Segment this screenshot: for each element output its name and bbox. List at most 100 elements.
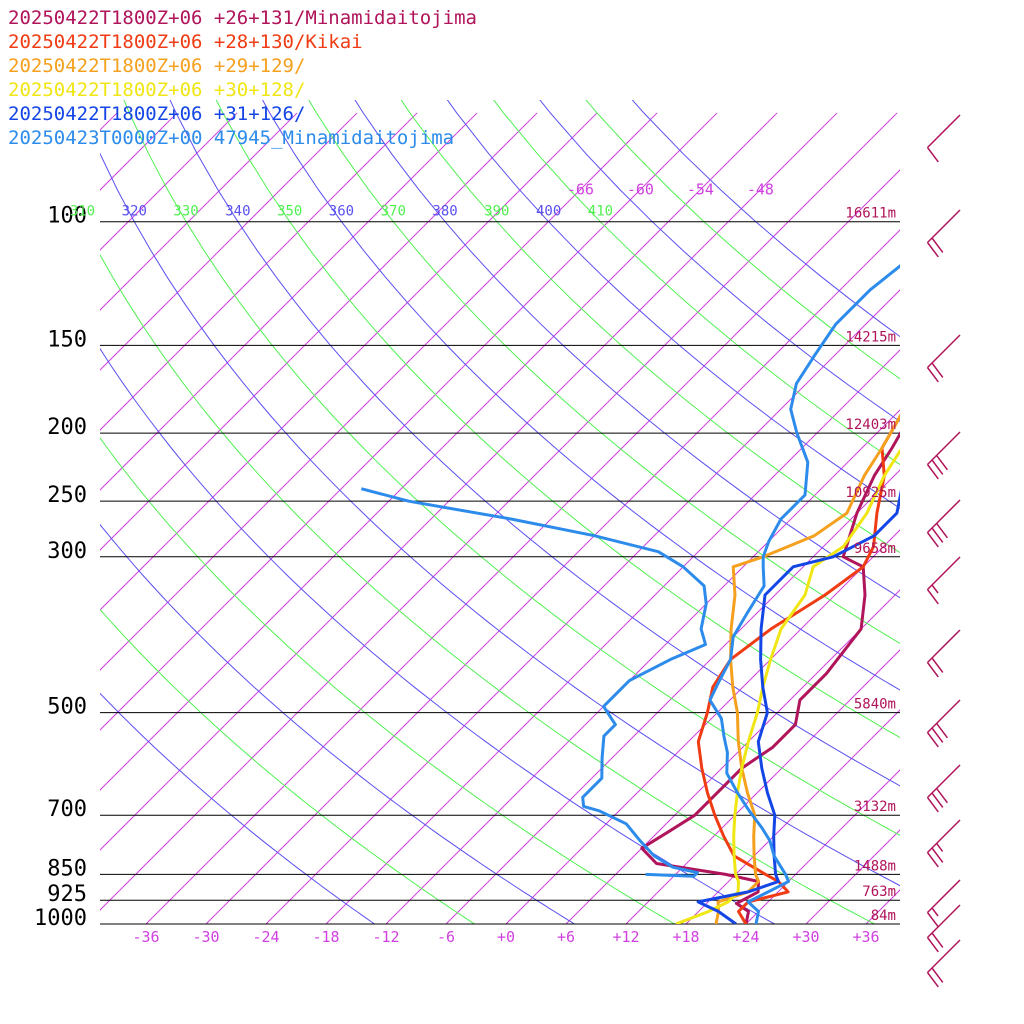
theta-label: 320 xyxy=(122,204,147,220)
isotherm-line xyxy=(100,112,778,791)
wind-barb-feather xyxy=(926,852,939,868)
temperature-tick-label: -18 xyxy=(312,928,339,946)
isotherm-line xyxy=(100,112,898,911)
temperature-tick-label: +18 xyxy=(672,928,699,946)
isotherm-line xyxy=(445,469,900,924)
isotherm-line xyxy=(625,649,900,924)
temperature-tick-label: -12 xyxy=(372,928,399,946)
temperature-tick-label: -36 xyxy=(132,928,159,946)
temperature-tick-label: +6 xyxy=(557,928,575,946)
dry-adiabat-line xyxy=(262,100,900,691)
wind-barb xyxy=(926,699,961,734)
pressure-label: 925 xyxy=(47,882,87,907)
dry-adiabat-line xyxy=(100,152,900,887)
isotherm-line xyxy=(325,349,900,924)
height-label: 5840m xyxy=(854,697,896,713)
isotherm-line xyxy=(265,289,900,924)
wind-barb-feather xyxy=(931,932,944,948)
dry-adiabat-line xyxy=(100,437,676,924)
pressure-label: 250 xyxy=(47,483,87,508)
theta-label: 400 xyxy=(536,204,561,220)
wind-barb-feather xyxy=(931,362,944,378)
wind-barb-feather xyxy=(931,657,944,673)
isotherm-lines xyxy=(100,112,900,924)
isotherm-line xyxy=(100,112,838,851)
temperature-tick-label: -30 xyxy=(192,928,219,946)
sounding-line xyxy=(696,489,900,924)
isotherm-line xyxy=(100,112,478,491)
height-label: 84m xyxy=(871,908,896,924)
wind-barb-feather xyxy=(931,584,939,594)
wind-barb-feather xyxy=(935,454,949,471)
height-label: 9658m xyxy=(854,541,896,557)
wind-barb-feather xyxy=(926,147,939,163)
sounding-line xyxy=(640,431,900,924)
wind-barb-feather xyxy=(935,522,949,539)
wind-barb-feather xyxy=(935,787,949,804)
pressure-label: 150 xyxy=(47,327,87,352)
legend-entry: 20250422T1800Z+06 +30+128/ xyxy=(8,79,305,101)
isotherm-line xyxy=(745,769,900,924)
wind-barb-feather xyxy=(926,464,939,480)
temperature-tick-label: +0 xyxy=(497,928,515,946)
wind-barb xyxy=(926,499,961,534)
pressure-label: 1000 xyxy=(34,906,87,931)
legend-entry: 20250422T1800Z+06 +31+126/ xyxy=(8,103,305,125)
temperature-tick-label: +24 xyxy=(732,928,759,946)
wind-barb xyxy=(926,629,961,664)
isotherm-line xyxy=(565,589,900,924)
sounding-line xyxy=(696,413,900,924)
isotherm-line xyxy=(100,112,658,671)
isotherm-line xyxy=(100,112,238,251)
height-label: 763m xyxy=(862,884,896,900)
isotherm-label: -66 xyxy=(567,181,594,199)
dry-adiabat-line xyxy=(100,608,476,924)
height-label: 1488m xyxy=(854,858,896,874)
wind-barb-feather xyxy=(931,847,944,863)
wind-barb-feather xyxy=(926,732,939,748)
wind-barb-feather xyxy=(931,967,944,983)
pressure-label: 850 xyxy=(47,856,87,881)
dry-adiabat-line xyxy=(215,100,900,739)
isotherm-label: -60 xyxy=(627,181,654,199)
dry-adiabat-line xyxy=(308,100,900,645)
theta-label: 410 xyxy=(588,204,613,220)
wind-barb-feather xyxy=(935,722,949,739)
temperature-tick-label: -24 xyxy=(252,928,279,946)
wind-barb-feather xyxy=(931,527,944,543)
temperature-tick-label: -6 xyxy=(437,928,455,946)
pressure-label: 700 xyxy=(47,797,87,822)
wind-barb xyxy=(926,556,961,591)
sounding-line xyxy=(360,487,708,878)
dry-adiabat-line xyxy=(100,347,776,924)
pressure-label: 200 xyxy=(47,415,87,440)
wind-barb-feather xyxy=(926,972,939,988)
isotherm-line xyxy=(685,709,900,924)
isotherm-line xyxy=(100,112,598,611)
dry-adiabat-lines xyxy=(100,100,900,924)
height-label: 16611m xyxy=(845,206,896,222)
theta-label: 310 xyxy=(70,204,95,220)
pressure-label: 500 xyxy=(47,695,87,720)
wind-barbs xyxy=(926,114,961,988)
isotherm-label: -54 xyxy=(687,181,714,199)
wind-barb-feather xyxy=(926,797,939,813)
wind-barb-feather xyxy=(931,459,944,475)
dry-adiabat-line xyxy=(100,523,576,924)
legend-entry: 20250422T1800Z+06 +29+129/ xyxy=(8,55,305,77)
sounding-line xyxy=(708,264,900,924)
wind-barb xyxy=(926,904,961,939)
wind-barb xyxy=(926,819,961,854)
isotherm-line xyxy=(385,409,900,924)
wind-barb-feather xyxy=(931,792,944,808)
wind-barb xyxy=(926,764,961,799)
sounding-line xyxy=(714,413,900,924)
dry-adiabat-line xyxy=(446,100,900,509)
dry-adiabat-line xyxy=(100,692,376,924)
wind-barb-feather xyxy=(926,912,939,928)
dry-adiabat-line xyxy=(100,253,876,924)
legend-entry: 20250422T1800Z+06 +28+130/Kikai xyxy=(8,31,363,53)
wind-barb-feather xyxy=(926,589,939,605)
axis-labels: 100 16611m 150 14215m 200 12403m 250 10925m 300 9… xyxy=(34,181,896,946)
